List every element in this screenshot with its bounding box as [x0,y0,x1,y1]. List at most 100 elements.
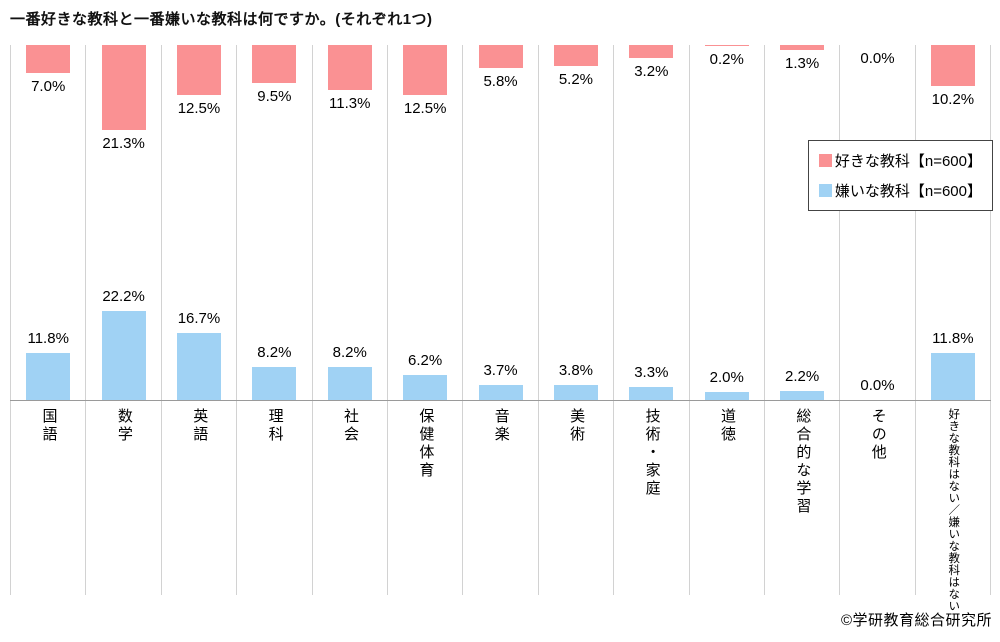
plot-area: 7.0% 11.8% 国語 21.3% 22.2% 数学 12.5% 16.7% 英語 9.5% 8… [10,45,992,612]
favorite-subject-value: 12.5% [177,100,221,117]
category-label-text: 数学 [115,408,133,444]
category-column: 21.3% 22.2% 数学 [85,45,160,595]
favorite-subject-bar [26,45,71,73]
chart-columns: 7.0% 11.8% 国語 21.3% 22.2% 数学 12.5% 16.7% 英語 9.5% 8… [10,45,992,612]
category-column: 5.8% 3.7% 音楽 [462,45,537,595]
disliked-subject-value: 2.2% [785,368,820,386]
favorite-subject-value: 10.2% [931,90,975,108]
category-column: 9.5% 8.2% 理科 [236,45,311,595]
disliked-subject-value: 8.2% [332,344,367,362]
category-column: 7.0% 11.8% 国語 [10,45,85,595]
favorite-subject-bar [553,45,598,66]
category-label: 音楽 [463,408,537,444]
category-label-text: 技術・家庭 [643,408,661,498]
category-label-text: 英語 [191,408,209,444]
chart-title: 一番好きな教科と一番嫌いな教科は何ですか。(それぞれ1つ) [10,11,433,28]
disliked-subject-bar [780,391,825,400]
favorite-subject-bar [327,45,372,91]
disliked-subject-bar [327,367,372,400]
category-label-text: その他 [869,408,887,462]
favorite-subject-value: 7.0% [31,78,66,95]
legend-swatch [818,154,832,167]
x-axis-line [10,400,991,401]
disliked-subject-value: 3.3% [634,363,669,381]
category-label-text: 理科 [266,408,284,444]
favorite-subject-bar [780,45,825,51]
category-column: 1.3% 2.2% 総合的な学習 [763,45,839,595]
disliked-subject-bar [553,384,598,400]
category-label: 国語 [11,408,85,444]
disliked-subject-bar [930,352,975,400]
disliked-subject-bar [252,367,297,400]
disliked-subject-value: 3.8% [558,361,594,379]
disliked-subject-value: 6.2% [408,352,443,370]
disliked-subject-bar [176,333,221,400]
category-label: 道徳 [690,408,764,444]
category-label: 数学 [86,408,160,444]
disliked-subject-value: 11.8% [27,329,69,347]
disliked-subject-value: 11.8% [932,329,974,347]
category-label-text: 総合的な学習 [794,408,812,516]
disliked-subject-bar [629,386,674,400]
copyright-text: ©学研教育総合研究所 [840,612,992,629]
favorite-subject-value: 1.3% [785,55,820,73]
disliked-subject-value: 0.0% [860,377,895,394]
disliked-subject-bar [26,352,71,400]
category-label: 保健体育 [388,408,462,480]
category-label: 理科 [237,408,311,444]
favorite-subject-bar [629,45,674,58]
disliked-subject-value: 3.7% [483,362,518,380]
favorite-subject-value: 12.5% [403,100,447,117]
category-column: 0.0% 0.0% その他 [839,45,914,595]
category-column: 12.5% 6.2% 保健体育 [386,45,462,595]
disliked-subject-bar [403,375,448,400]
category-label: 英語 [162,408,236,444]
favorite-subject-value: 0.2% [709,50,744,68]
category-label: その他 [840,408,914,462]
legend-swatch [818,184,832,197]
category-column: 10.2% 11.8% 好きな教科はない／嫌いな教科はない [914,45,992,612]
favorite-subject-bar [176,45,221,95]
disliked-subject-bar [101,311,146,400]
disliked-subject-bar [704,392,749,400]
favorite-subject-bar [252,45,297,83]
legend: 好きな教科【n=600】 嫌いな教科【n=600】 [807,140,993,211]
category-label-text: 好きな教科はない／嫌いな教科はない [947,408,960,612]
category-label-text: 保健体育 [417,408,435,480]
favorite-subject-bar [930,45,975,86]
category-label-text: 国語 [40,408,58,444]
favorite-subject-value: 5.2% [558,70,594,88]
disliked-subject-value: 2.0% [709,369,744,386]
favorite-subject-bar [101,45,146,131]
favorite-subject-value: 11.3% [329,95,371,113]
disliked-subject-value: 16.7% [177,310,221,328]
legend-item: 好きな教科【n=600】 [818,150,982,171]
legend-label: 嫌いな教科【n=600】 [834,183,982,200]
favorite-subject-bar [403,45,448,95]
category-column: 3.2% 3.3% 技術・家庭 [613,45,688,595]
category-label: 美術 [539,408,613,444]
favorite-subject-value: 5.8% [483,73,518,91]
legend-item: 嫌いな教科【n=600】 [818,180,982,201]
category-column: 12.5% 16.7% 英語 [160,45,236,595]
category-label: 社会 [313,408,387,444]
favorite-subject-bar [478,45,523,69]
disliked-subject-bar [478,385,523,400]
favorite-subject-bar [704,45,749,46]
favorite-subject-value: 21.3% [102,135,145,153]
category-label: 総合的な学習 [765,408,839,516]
category-label-text: 美術 [568,408,586,444]
category-column: 5.2% 3.8% 美術 [537,45,613,595]
disliked-subject-value: 22.2% [102,288,145,306]
category-column: 0.2% 2.0% 道徳 [688,45,764,595]
category-label-text: 社会 [342,408,359,444]
favorite-subject-value: 3.2% [634,62,669,80]
legend-label: 好きな教科【n=600】 [834,153,982,170]
category-label: 技術・家庭 [614,408,688,498]
category-label: 好きな教科はない／嫌いな教科はない [916,408,990,612]
category-column: 11.3% 8.2% 社会 [311,45,387,595]
category-label-text: 道徳 [718,408,736,444]
category-label-text: 音楽 [492,408,510,444]
favorite-subject-value: 9.5% [257,88,292,105]
